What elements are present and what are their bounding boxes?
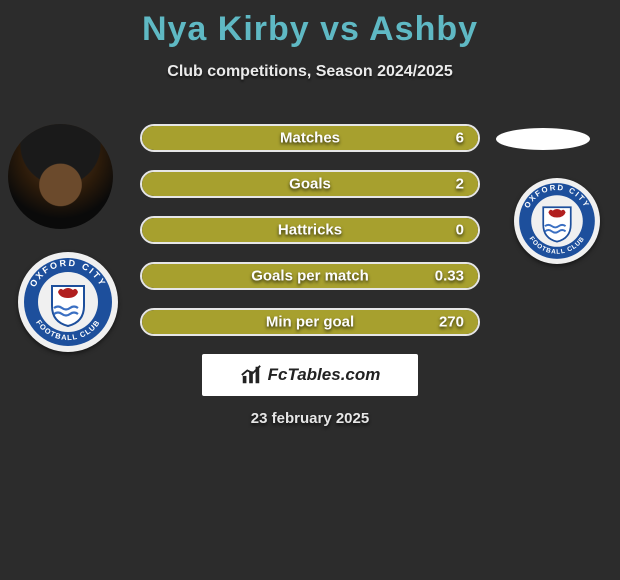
brand-text: FcTables.com xyxy=(268,365,381,385)
stat-value: 2 xyxy=(456,176,464,193)
stats-list: Matches 6 Goals 2 Hattricks 0 Goals per … xyxy=(140,124,480,354)
stat-row-goals: Goals 2 xyxy=(140,170,480,198)
stat-value: 6 xyxy=(456,130,464,147)
stat-label: Min per goal xyxy=(266,314,354,331)
player-right-placeholder xyxy=(496,128,590,150)
stat-row-min-per-goal: Min per goal 270 xyxy=(140,308,480,336)
brand-box: FcTables.com xyxy=(202,354,418,396)
subtitle: Club competitions, Season 2024/2025 xyxy=(0,63,620,81)
stat-value: 0 xyxy=(456,222,464,239)
stat-label: Matches xyxy=(280,130,340,147)
crest-svg: OXFORD CITY FOOTBALL CLUB xyxy=(18,252,118,352)
stat-value: 0.33 xyxy=(435,268,464,285)
club-crest-right: OXFORD CITY FOOTBALL CLUB xyxy=(514,178,600,264)
player-left-photo xyxy=(8,124,113,229)
stat-label: Goals per match xyxy=(251,268,369,285)
stat-row-hattricks: Hattricks 0 xyxy=(140,216,480,244)
stat-row-matches: Matches 6 xyxy=(140,124,480,152)
date-text: 23 february 2025 xyxy=(251,410,369,427)
page-title: Nya Kirby vs Ashby xyxy=(0,0,620,49)
stat-label: Hattricks xyxy=(278,222,342,239)
crest-svg: OXFORD CITY FOOTBALL CLUB xyxy=(514,178,600,264)
club-crest-left: OXFORD CITY FOOTBALL CLUB xyxy=(18,252,118,352)
infographic-root: Nya Kirby vs Ashby Club competitions, Se… xyxy=(0,0,620,580)
stat-value: 270 xyxy=(439,314,464,331)
stat-row-goals-per-match: Goals per match 0.33 xyxy=(140,262,480,290)
stat-label: Goals xyxy=(289,176,331,193)
bar-chart-icon xyxy=(240,364,262,386)
